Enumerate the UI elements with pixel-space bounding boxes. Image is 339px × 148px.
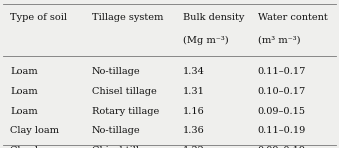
Text: 0.09–0.15: 0.09–0.15 [258,107,306,115]
Text: Loam: Loam [10,107,38,115]
Text: 1.31: 1.31 [183,87,205,95]
Text: 0.09–0.19: 0.09–0.19 [258,147,306,148]
Text: 0.11–0.19: 0.11–0.19 [258,127,306,135]
Text: Clay loam: Clay loam [10,147,59,148]
Text: Bulk density: Bulk density [183,13,244,22]
Text: 0.11–0.17: 0.11–0.17 [258,67,306,75]
Text: Rotary tillage: Rotary tillage [92,107,159,115]
Text: 1.36: 1.36 [183,127,205,135]
Text: Type of soil: Type of soil [10,13,67,22]
Text: Chisel tillage: Chisel tillage [92,147,156,148]
Text: Loam: Loam [10,67,38,75]
Text: No-tillage: No-tillage [92,67,140,75]
Text: Loam: Loam [10,87,38,95]
Text: 1.34: 1.34 [183,67,205,75]
Text: (Mg m⁻³): (Mg m⁻³) [183,35,229,45]
Text: 0.10–0.17: 0.10–0.17 [258,87,306,95]
Text: Clay loam: Clay loam [10,127,59,135]
Text: 1.16: 1.16 [183,107,205,115]
Text: Water content: Water content [258,13,327,22]
Text: Chisel tillage: Chisel tillage [92,87,156,95]
Text: No-tillage: No-tillage [92,127,140,135]
Text: (m³ m⁻³): (m³ m⁻³) [258,36,300,44]
Text: 1.32: 1.32 [183,147,205,148]
Text: Tillage system: Tillage system [92,13,163,22]
